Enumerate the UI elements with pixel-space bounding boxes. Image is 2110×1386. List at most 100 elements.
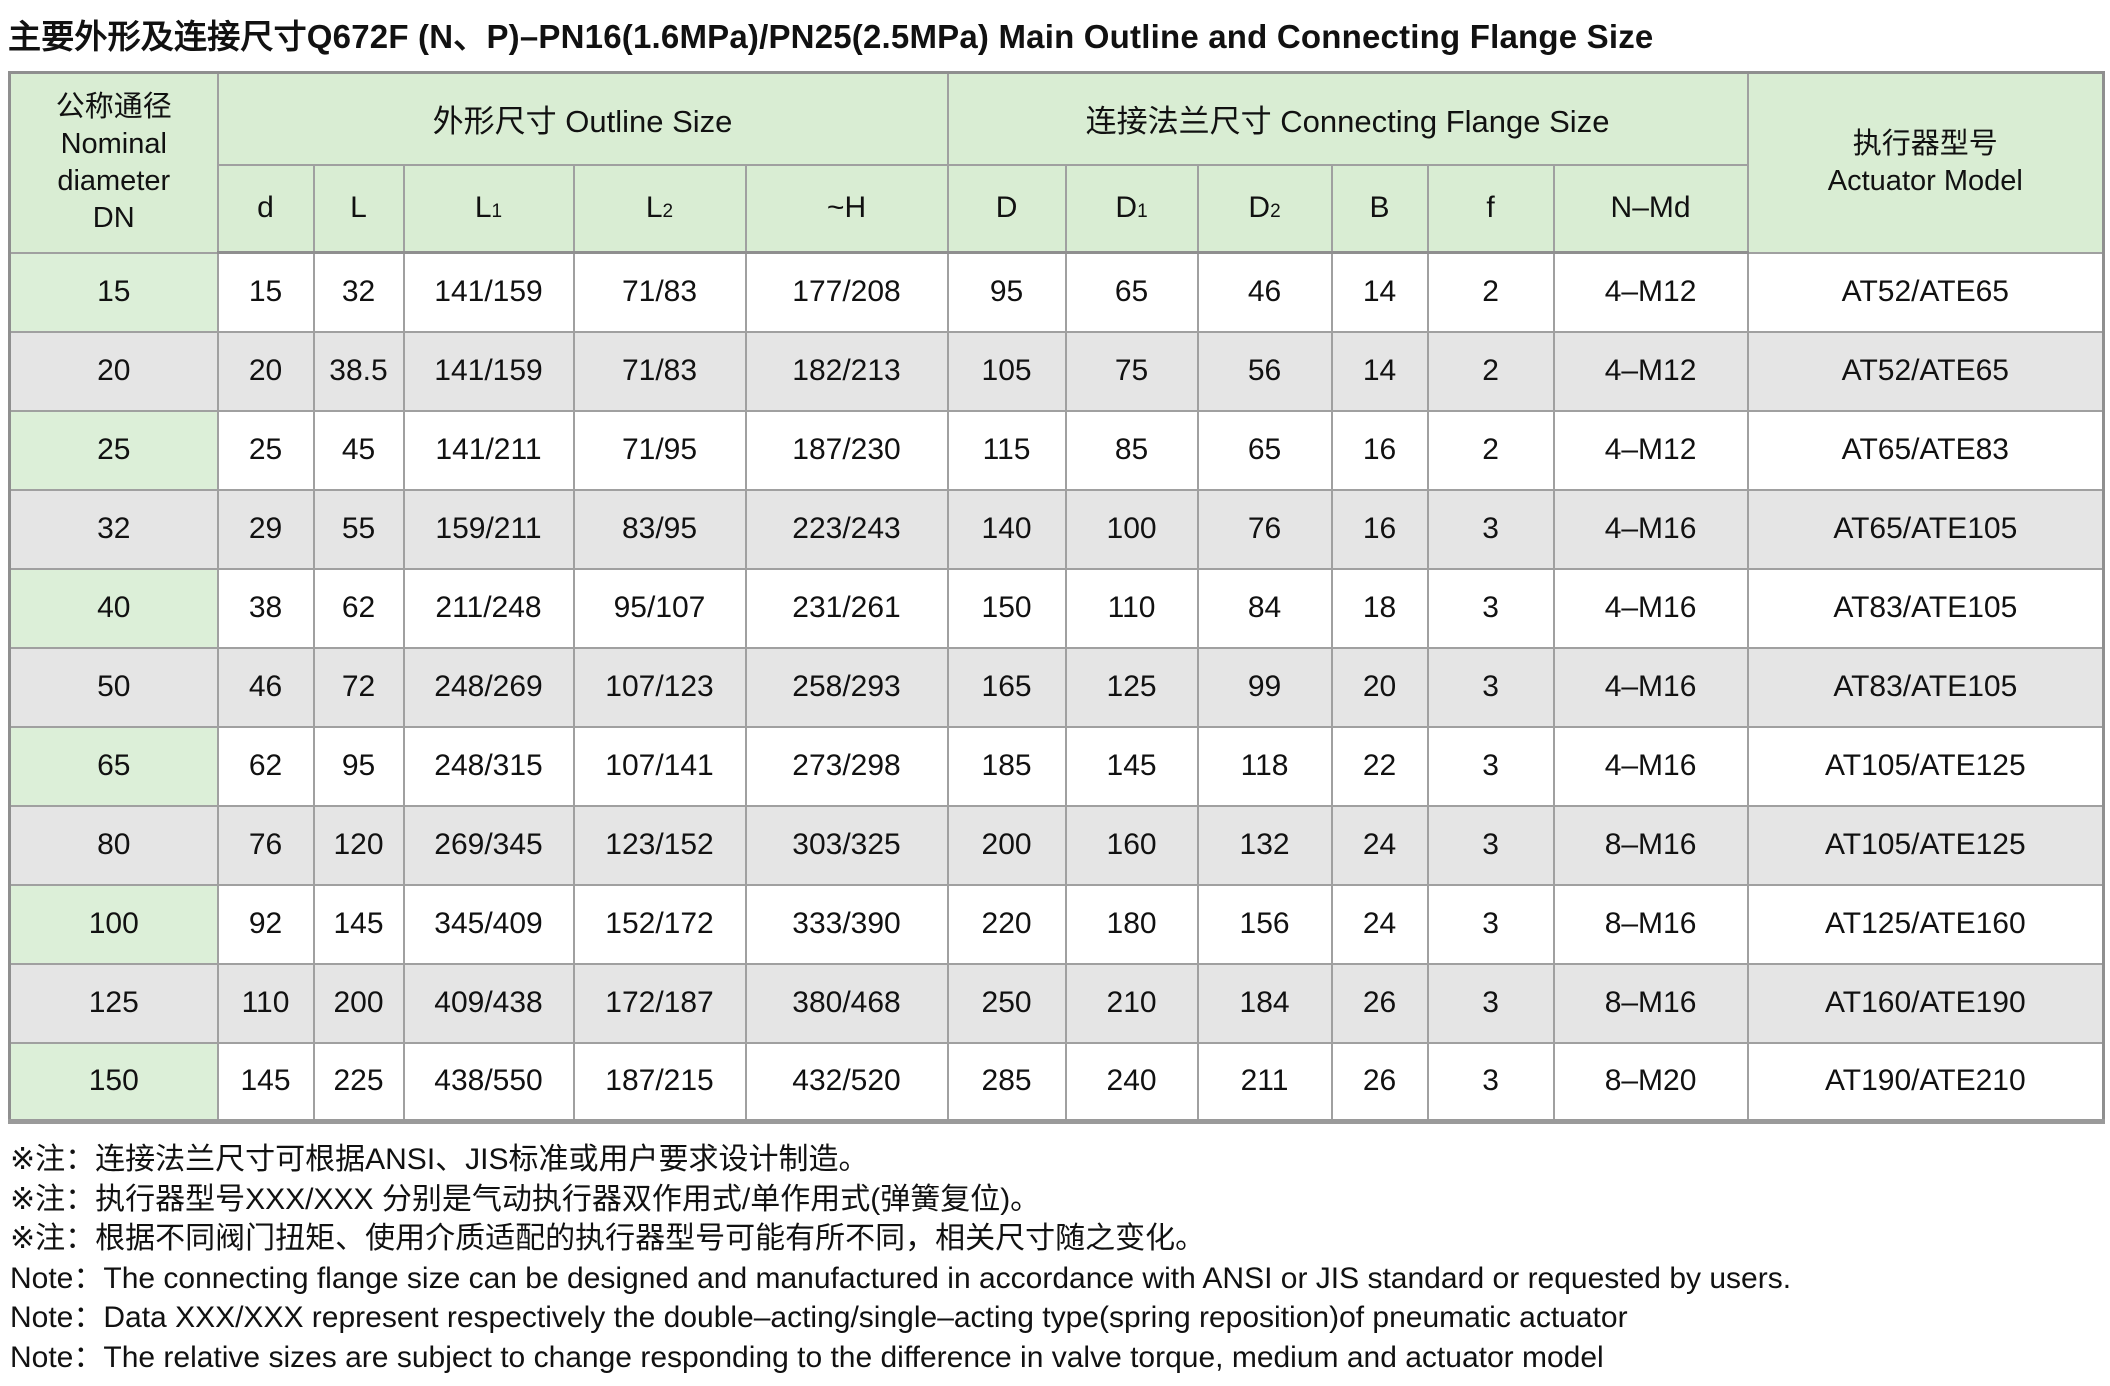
dn-cell: 25 [8,409,219,491]
dn-cell: 40 [8,567,219,649]
data-cell: 3 [1426,488,1555,570]
column-label-subscript: 2 [1270,201,1281,223]
data-cell: 105 [946,330,1067,412]
data-cell: 65 [1196,409,1333,491]
data-cell: 95/107 [572,567,747,649]
data-cell: 107/123 [572,646,747,728]
table-row: 15 15 32 141/159 71/83 177/208 95 65 46 14 2 4–M12 A… [8,251,2105,333]
dn-cell: 20 [8,330,219,412]
data-cell: 3 [1426,883,1555,965]
column-label-subscript: 1 [491,201,503,223]
data-cell: 24 [1330,804,1429,886]
data-cell: 72 [312,646,405,728]
data-cell: 3 [1426,646,1555,728]
data-cell: 159/211 [402,488,575,570]
data-cell: 145 [1064,725,1199,807]
data-cell: 76 [1196,488,1333,570]
data-cell: 62 [312,567,405,649]
note-cn-2: ※注：执行器型号XXX/XXX 分别是气动执行器双作用式/单作用式(弹簧复位)。 [10,1182,1041,1216]
data-cell: 71/83 [572,251,747,333]
data-cell: 65 [1064,251,1199,333]
column-label: d [257,191,274,225]
data-cell: 84 [1196,567,1333,649]
data-cell: 165 [946,646,1067,728]
data-cell: 3 [1426,804,1555,886]
data-cell: 46 [216,646,315,728]
data-cell: 123/152 [572,804,747,886]
data-cell: 71/95 [572,409,747,491]
data-cell: 269/345 [402,804,575,886]
data-cell: 140 [946,488,1067,570]
data-cell: 107/141 [572,725,747,807]
data-cell: 120 [312,804,405,886]
column-label: ~H [826,191,867,225]
data-cell: 380/468 [744,962,949,1044]
data-cell: 172/187 [572,962,747,1044]
data-cell: 180 [1064,883,1199,965]
data-cell: 145 [216,1041,315,1123]
data-cell: AT83/ATE105 [1746,646,2105,728]
data-cell: 85 [1064,409,1199,491]
column-header-B: B [1330,163,1429,254]
column-header-H: ~H [744,163,949,254]
data-cell: 177/208 [744,251,949,333]
data-cell: 248/315 [402,725,575,807]
column-header-nominal-diameter: 公称通径 Nominal diameter DN [8,71,219,254]
data-cell: 187/215 [572,1041,747,1123]
data-cell: 438/550 [402,1041,575,1123]
data-cell: AT190/ATE210 [1746,1041,2105,1123]
data-cell: 4–M16 [1552,488,1749,570]
data-cell: 55 [312,488,405,570]
data-cell: 4–M12 [1552,330,1749,412]
note-cn-3: ※注：根据不同阀门扭矩、使用介质适配的执行器型号可能有所不同，相关尺寸随之变化。 [10,1222,1206,1255]
column-header-N-Md: N–Md [1552,163,1749,254]
data-cell: 4–M16 [1552,646,1749,728]
data-cell: 3 [1426,725,1555,807]
table-row: 65 62 95 248/315 107/141 273/298 185 145 118 22 3 4… [8,725,2105,807]
column-label: D [995,191,1018,225]
data-cell: 32 [312,251,405,333]
data-cell: 4–M12 [1552,409,1749,491]
column-header-d: d [216,163,315,254]
data-cell: 432/520 [744,1041,949,1123]
data-cell: 132 [1196,804,1333,886]
data-cell: 38 [216,567,315,649]
data-cell: 240 [1064,1041,1199,1123]
page-title: 主要外形及连接尺寸Q672F (N、P)–PN16(1.6MPa)/PN25(2… [8,18,1654,55]
data-cell: AT52/ATE65 [1746,330,2105,412]
column-label: L [645,191,663,225]
data-cell: 99 [1196,646,1333,728]
data-cell: 100 [1064,488,1199,570]
data-cell: 409/438 [402,962,575,1044]
dn-cell: 15 [8,251,219,333]
data-cell: AT65/ATE105 [1746,488,2105,570]
column-header-D: D [946,163,1067,254]
data-cell: 145 [312,883,405,965]
data-cell: 3 [1426,962,1555,1044]
data-cell: 8–M20 [1552,1041,1749,1123]
data-cell: 210 [1064,962,1199,1044]
data-cell: 14 [1330,251,1429,333]
data-cell: 345/409 [402,883,575,965]
dn-cell: 65 [8,725,219,807]
data-cell: 115 [946,409,1067,491]
table-row: 25 25 45 141/211 71/95 187/230 115 85 65 16 2 4–M12… [8,409,2105,491]
note-cn-1: ※注：连接法兰尺寸可根据ANSI、JIS标准或用户要求设计制造。 [10,1143,869,1176]
data-cell: 76 [216,804,315,886]
data-cell: 156 [1196,883,1333,965]
data-cell: 25 [216,409,315,491]
data-cell: 20 [1330,646,1429,728]
data-cell: 95 [946,251,1067,333]
data-cell: 2 [1426,330,1555,412]
column-label-subscript: 1 [1137,201,1148,223]
data-cell: AT125/ATE160 [1746,883,2105,965]
data-cell: 231/261 [744,567,949,649]
data-cell: 273/298 [744,725,949,807]
data-cell: 125 [1064,646,1199,728]
data-cell: 2 [1426,409,1555,491]
column-label: D [1115,191,1138,225]
dn-cell: 125 [8,962,219,1044]
column-header-actuator-model: 执行器型号 Actuator Model [1746,71,2105,254]
header-sub-row: d L L1 L2 ~H D D1 D2 B f N–Md [10,163,2104,254]
